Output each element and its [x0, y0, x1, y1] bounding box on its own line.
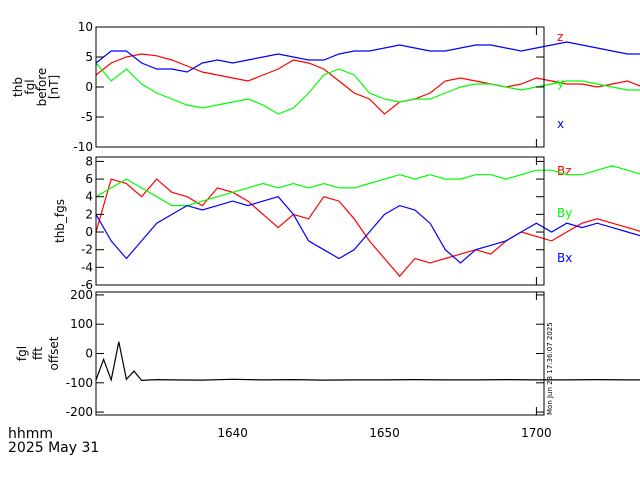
legend-By: By: [557, 206, 572, 220]
panel-2: Bz By Bx -6 -4 -2 0 2 4 6 8 thb_fgs: [53, 154, 640, 292]
y-axis-label: offset: [47, 336, 61, 370]
y-tick-label: -2: [81, 243, 93, 257]
y-axis-label: fgl: [23, 79, 37, 94]
y-tick-label: 6: [85, 172, 93, 186]
panel-frame: [95, 291, 545, 416]
y-tick-label: 4: [85, 190, 93, 204]
y-axis-label: thb: [11, 77, 25, 97]
y-axis-label: thb_fgs: [53, 199, 67, 243]
legend-z: z: [557, 30, 563, 44]
y-tick-label: -5: [81, 110, 93, 124]
y-tick-label: -10: [73, 140, 93, 154]
y-tick-label: 200: [70, 288, 93, 302]
legend-Bz: Bz: [557, 164, 572, 178]
y-tick-label: 0: [85, 80, 93, 94]
y-tick-label: -4: [81, 260, 93, 274]
series-line-y: [95, 62, 640, 115]
timestamp: Mon Jun 23 17:36:07 2025: [546, 322, 554, 415]
x-tick-label: 1650: [369, 426, 400, 440]
series-line-offset: [95, 341, 640, 383]
y-tick-label: 0: [85, 347, 93, 361]
y-tick-label: 8: [85, 154, 93, 168]
date-label: 2025 May 31: [8, 440, 99, 456]
legend-y: y: [557, 76, 564, 90]
y-axis-label: fft: [31, 347, 45, 360]
y-axis-label: [nT]: [47, 75, 61, 99]
legend-x: x: [557, 117, 564, 131]
y-tick-label: 10: [78, 20, 93, 34]
panel-3: -200 -100 0 100 200 fgl fft offset: [15, 288, 640, 419]
y-tick-label: 100: [70, 317, 93, 331]
series-line-x: [95, 41, 640, 73]
series-line-Bx: [95, 196, 640, 264]
y-tick-label: 5: [85, 50, 93, 64]
panel-frame: [95, 156, 545, 286]
y-tick-label: -200: [66, 405, 93, 419]
y-tick-label: -6: [81, 278, 93, 292]
x-axis-label: hhmm: [8, 426, 53, 442]
series-line-By: [95, 165, 640, 207]
y-axis-label: fgl: [15, 346, 29, 361]
y-tick-label: 2: [85, 207, 93, 221]
y-axis-label: before: [35, 68, 49, 107]
y-tick-label: 0: [85, 225, 93, 239]
x-tick-label: 1700: [521, 426, 552, 440]
x-tick-label: 1640: [217, 426, 248, 440]
legend-Bx: Bx: [557, 251, 572, 265]
y-tick-label: -100: [66, 376, 93, 390]
